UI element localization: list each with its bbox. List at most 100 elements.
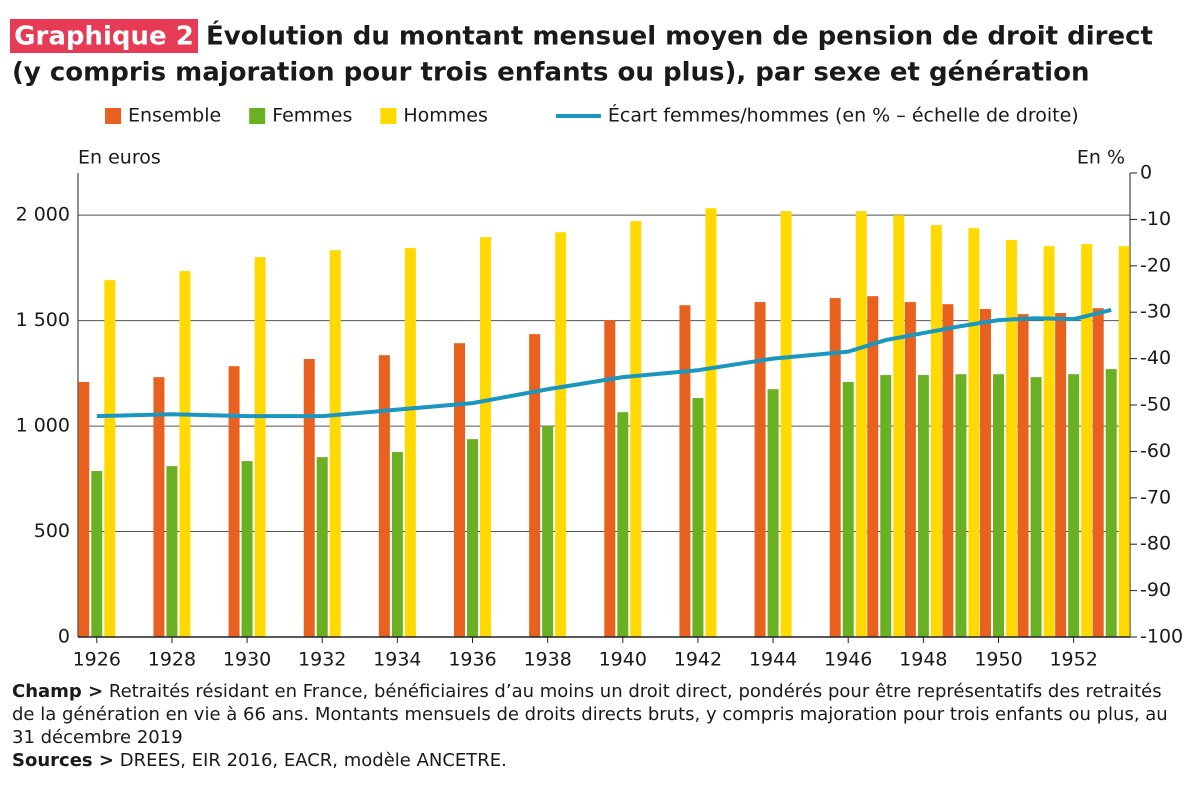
x-tick-label: 1942 [674,649,722,671]
bar [893,215,905,637]
bar [780,211,792,637]
legend-swatch [249,108,266,124]
x-tick-label: 1934 [373,649,421,671]
bar [930,225,942,637]
note: Sources > DREES, EIR 2016, EACR, modèle … [12,749,1187,772]
bar [254,257,266,637]
bar [391,452,403,637]
bar [767,389,779,637]
bar [1017,314,1029,637]
bar [104,280,116,637]
y2-tick-label: -30 [1140,301,1171,323]
note-label: Champ > [12,681,104,702]
y2-tick-label: -90 [1140,579,1171,601]
bar [1092,308,1104,637]
y-tick-label: 0 [58,626,70,648]
x-tick-label: 1936 [448,649,496,671]
bar [630,221,642,637]
legend-label: Hommes [403,105,488,127]
note-label: Sources > [12,750,114,771]
bar [303,359,315,637]
x-tick-label: 1928 [148,649,196,671]
y2-tick-label: -70 [1140,486,1171,508]
x-tick-label: 1944 [749,649,797,671]
bar [955,374,967,637]
bar [705,208,717,638]
chart-title: (y compris majoration pour trois enfants… [12,58,1089,88]
legend-swatch [380,108,397,124]
bar [842,382,854,637]
bar [378,355,390,637]
y2-tick-label: -10 [1140,208,1171,230]
x-tick-label: 1950 [974,649,1022,671]
x-tick-label: 1932 [298,649,346,671]
bar [617,412,629,637]
x-tick-label: 1948 [899,649,947,671]
y-tick-label: 2 000 [16,204,70,226]
bar [480,237,491,637]
bar [542,426,554,637]
x-tick-label: 1926 [73,649,121,671]
bar [1081,244,1093,638]
note-text: Retraités résidant en France, bénéficiai… [12,681,1168,748]
y2-tick-label: -20 [1140,254,1171,276]
bar [1055,313,1067,637]
bar [1118,246,1130,637]
bar [917,375,929,637]
badge: Graphique 2 [14,22,194,52]
bar [78,382,90,637]
bar [329,250,341,637]
bar [228,366,240,637]
y2-tick-label: -60 [1140,440,1171,462]
y-axis-label: En euros [78,147,161,169]
x-tick-label: 1952 [1049,649,1097,671]
bar [867,296,879,637]
badge-bg [10,19,198,53]
bar [467,439,478,637]
bar [529,334,541,637]
bar [1068,374,1080,637]
y-tick-label: 1 500 [16,309,70,331]
bar [604,320,616,637]
x-tick-label: 1946 [824,649,872,671]
bar [404,248,416,638]
legend-label: Ensemble [128,105,221,127]
bar [942,304,954,637]
note-text: DREES, EIR 2016, EACR, modèle ANCETRE. [119,750,507,771]
y2-tick-label: -80 [1140,533,1171,555]
bar [679,305,691,637]
legend-label: Femmes [272,105,352,127]
y2-tick-label: 0 [1140,162,1152,184]
bar [241,461,253,637]
bar [91,471,103,637]
legend-label: Écart femmes/hommes (en % – échelle de d… [608,104,1079,127]
bar [454,343,465,637]
bar [980,309,991,637]
bar [1043,246,1055,637]
bar [1006,240,1017,637]
bar [316,457,328,637]
y2-tick-label: -40 [1140,347,1171,369]
bar [166,466,178,637]
bar [179,271,191,637]
bar [555,232,567,638]
x-tick-label: 1930 [223,649,271,671]
x-tick-label: 1938 [523,649,571,671]
legend-swatch [105,108,121,124]
bar [829,298,841,637]
bar [692,398,704,637]
y2-tick-label: -50 [1140,394,1171,416]
bar [904,302,916,637]
bar [1030,377,1042,637]
bar [1105,369,1117,637]
notes: Champ > Retraités résidant en France, bé… [12,680,1187,772]
y-tick-label: 500 [34,520,70,542]
bar [880,375,892,637]
y2-tick-label: -100 [1140,626,1183,648]
x-tick-label: 1940 [599,649,647,671]
bar [968,228,980,637]
bar [754,302,766,637]
bar [993,374,1004,637]
y-tick-label: 1 000 [16,415,70,437]
